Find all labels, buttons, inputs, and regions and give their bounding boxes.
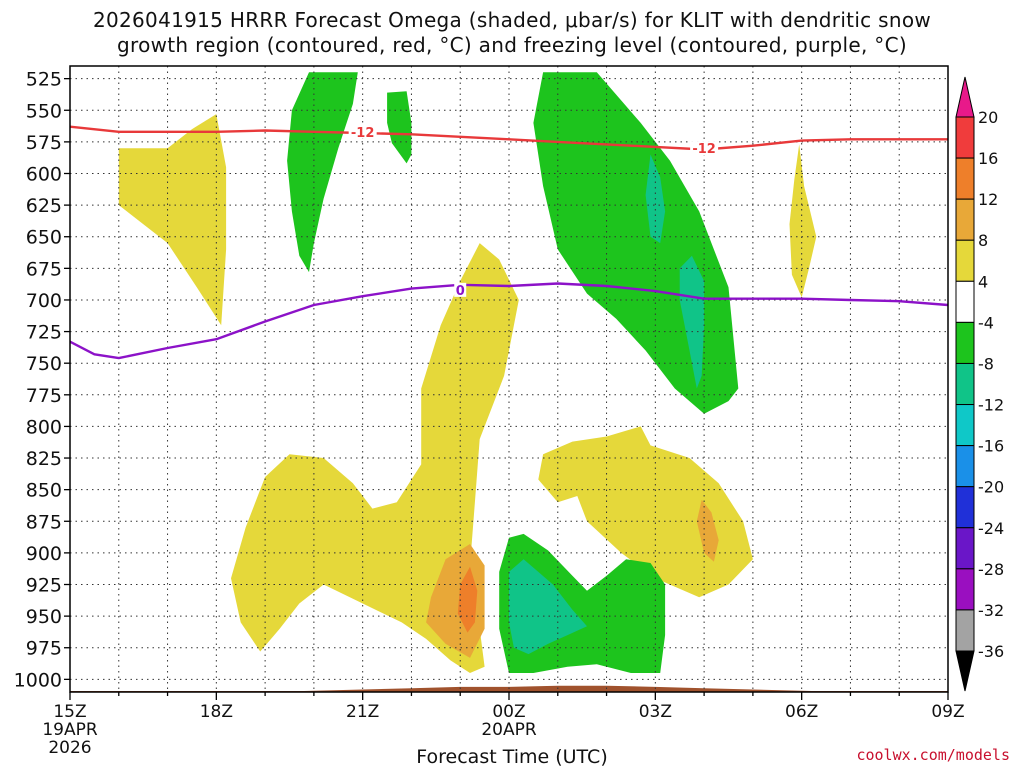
- x-tick-label: 15Z: [53, 702, 86, 722]
- x-tick-label: 18Z: [200, 702, 233, 722]
- omega-region-1: [118, 114, 227, 326]
- grid-lines: [70, 66, 948, 692]
- colorbar-label: 8: [978, 231, 988, 250]
- colorbar-label: -24: [978, 519, 1004, 538]
- omega-region-9: [387, 91, 412, 164]
- contour-label: -12: [351, 126, 375, 141]
- chart-title-line-1: 2026041915 HRRR Forecast Omega (shaded, …: [92, 8, 932, 32]
- omega-region-13: [679, 255, 705, 389]
- colorbar-bin: [955, 445, 975, 488]
- colorbar-label: -20: [978, 478, 1004, 497]
- contour-label: -12: [692, 142, 716, 157]
- colorbar-bin: [955, 404, 975, 447]
- colorbar-label: 16: [978, 149, 998, 168]
- colorbar-bin: [955, 116, 975, 159]
- y-tick-label: 950: [26, 606, 62, 628]
- colorbar-label: -28: [978, 560, 1004, 579]
- colorbar-bin: [955, 486, 975, 529]
- contour-line-1: [70, 125, 948, 151]
- credit-link[interactable]: coolwx.com/models: [856, 746, 1010, 764]
- colorbar-bin: [955, 568, 975, 611]
- contour-line-2: [70, 282, 948, 360]
- omega-shading: [118, 72, 817, 673]
- colorbar-label: -8: [978, 354, 994, 373]
- temperature-contours: -12 -12 0: [70, 124, 948, 360]
- colorbar-bin: [955, 198, 975, 241]
- x-tick-label: 09Z: [931, 702, 964, 722]
- colorbar-bin: [955, 157, 975, 200]
- y-tick-label: 975: [26, 638, 62, 660]
- colorbar-label: -16: [978, 437, 1004, 456]
- colorbar-label: -12: [978, 396, 1004, 415]
- y-tick-label: 750: [26, 353, 62, 375]
- y-tick-label: 1000: [14, 669, 62, 691]
- omega-region-8: [287, 72, 358, 273]
- colorbar: 20 16 12 8 4 -4 -8 -12 -16 -20 -24 -28 -32 -36: [955, 76, 1004, 692]
- colorbar-max-arrow: [955, 76, 975, 118]
- colorbar-min-arrow: [955, 650, 975, 692]
- omega-region-3: [538, 426, 753, 598]
- omega-region-4: [789, 144, 817, 298]
- x-tick-label: 21Z: [346, 702, 379, 722]
- y-tick-label: 675: [26, 258, 62, 280]
- colorbar-bin: [955, 321, 975, 364]
- colorbar-bin: [955, 527, 975, 570]
- colorbar-bin: [955, 609, 975, 652]
- x-tick-label: 06Z: [785, 702, 818, 722]
- x-tick-label: 00Z: [492, 702, 525, 722]
- x-tick-sublabel: 20APR: [481, 720, 537, 740]
- colorbar-label: 12: [978, 190, 998, 209]
- y-tick-label: 875: [26, 511, 62, 533]
- y-tick-label: 700: [26, 290, 62, 312]
- y-tick-label: 850: [26, 480, 62, 502]
- x-tick-sublabel: 2026: [48, 738, 91, 758]
- contour-label-bg: [348, 124, 377, 139]
- x-tick-label: 03Z: [639, 702, 672, 722]
- contour-label-bg: [690, 141, 719, 156]
- x-axis-title: Forecast Time (UTC): [416, 746, 608, 768]
- y-tick-label: 650: [26, 227, 62, 249]
- colorbar-label: -4: [978, 313, 994, 332]
- y-tick-label: 575: [26, 132, 62, 154]
- y-tick-label: 625: [26, 195, 62, 217]
- colorbar-label: 20: [978, 108, 998, 127]
- omega-region-6: [696, 499, 719, 562]
- y-tick-label: 725: [26, 322, 62, 344]
- axes: 525 550 575 600 625 650 675 700 725 750 775 800 825 8…: [14, 65, 965, 758]
- y-tick-label: 775: [26, 385, 62, 407]
- colorbar-bin: [955, 280, 975, 323]
- colorbar-bin: [955, 362, 975, 406]
- x-tick-sublabel: 19APR: [42, 720, 98, 740]
- omega-region-10: [533, 72, 739, 414]
- contour-label: 0: [456, 284, 465, 299]
- chart-title-line-2: growth region (contoured, red, °C) and f…: [117, 33, 907, 57]
- colorbar-label: -36: [978, 642, 1004, 661]
- y-tick-label: 600: [26, 163, 62, 185]
- y-tick-label: 525: [26, 69, 62, 91]
- y-tick-label: 800: [26, 416, 62, 438]
- y-tick-label: 925: [26, 575, 62, 597]
- y-tick-label: 550: [26, 100, 62, 122]
- contour-label-bg: [454, 282, 467, 297]
- colorbar-bin: [955, 239, 975, 282]
- colorbar-label: 4: [978, 272, 988, 291]
- omega-region-14: [509, 559, 587, 655]
- colorbar-label: -32: [978, 601, 1004, 620]
- y-tick-label: 825: [26, 448, 62, 470]
- y-tick-label: 900: [26, 543, 62, 565]
